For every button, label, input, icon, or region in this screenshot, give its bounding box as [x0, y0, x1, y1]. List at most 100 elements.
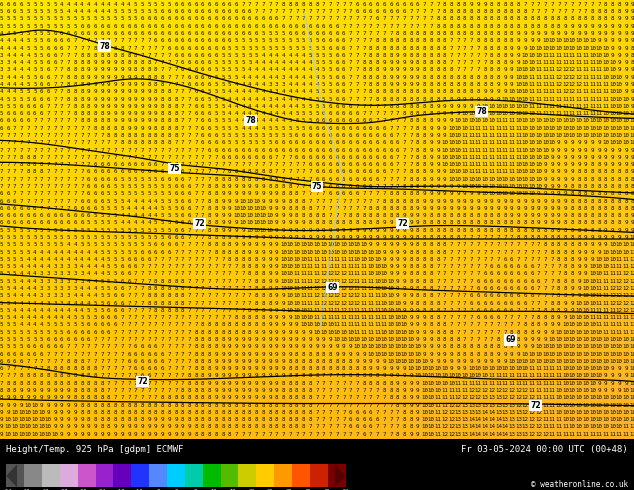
Text: 8: 8	[201, 424, 205, 429]
Text: 10: 10	[589, 373, 596, 378]
Text: 11: 11	[374, 315, 381, 320]
Text: 8: 8	[450, 82, 453, 87]
Text: 9: 9	[342, 351, 346, 357]
Text: 9: 9	[214, 395, 218, 400]
Text: 8: 8	[221, 322, 224, 327]
Text: 8: 8	[483, 38, 487, 43]
Text: 6: 6	[221, 17, 224, 22]
Text: 8: 8	[376, 381, 379, 386]
Text: 9: 9	[450, 351, 453, 357]
Text: 8: 8	[416, 249, 420, 254]
Text: 10: 10	[441, 140, 448, 146]
Text: 7: 7	[376, 432, 379, 437]
Text: 9: 9	[503, 351, 507, 357]
Text: 9: 9	[147, 417, 151, 422]
Text: 7: 7	[167, 366, 171, 371]
Text: 3: 3	[46, 286, 50, 291]
Text: 9: 9	[403, 257, 406, 262]
Text: 10: 10	[529, 147, 536, 152]
Text: 6: 6	[248, 17, 252, 22]
Text: 11: 11	[555, 111, 562, 116]
Text: 9: 9	[53, 395, 57, 400]
Text: 5: 5	[6, 97, 10, 101]
Text: 7: 7	[450, 293, 453, 298]
Text: 4: 4	[295, 97, 299, 101]
Text: 7: 7	[127, 308, 131, 313]
Text: 8: 8	[315, 220, 319, 225]
Text: 11: 11	[555, 373, 562, 378]
Text: 6: 6	[315, 133, 319, 138]
Text: 10: 10	[609, 97, 616, 101]
Text: 8: 8	[403, 89, 406, 94]
Text: 7: 7	[181, 322, 184, 327]
Text: 69: 69	[328, 283, 338, 292]
Text: 9: 9	[577, 293, 581, 298]
Text: 5: 5	[6, 24, 10, 29]
Text: 7: 7	[113, 147, 117, 152]
Text: 7: 7	[201, 184, 205, 189]
Text: 9: 9	[302, 228, 306, 233]
Text: 8: 8	[450, 2, 453, 7]
Text: 8: 8	[530, 228, 534, 233]
Text: 7: 7	[188, 315, 191, 320]
Text: 6: 6	[40, 111, 43, 116]
Text: 5: 5	[322, 46, 325, 50]
Text: 6: 6	[328, 133, 332, 138]
Text: 7: 7	[20, 170, 23, 174]
Text: 8: 8	[67, 89, 70, 94]
Text: 9: 9	[295, 337, 299, 342]
Text: 6: 6	[100, 191, 104, 196]
Text: 10: 10	[495, 104, 502, 109]
Text: 8: 8	[255, 264, 258, 269]
Text: 6: 6	[174, 228, 178, 233]
Text: 9: 9	[288, 337, 292, 342]
Text: 7: 7	[195, 235, 198, 240]
Text: 8: 8	[490, 53, 493, 58]
Text: 4: 4	[27, 271, 30, 276]
Text: 4: 4	[248, 119, 252, 123]
Text: 9: 9	[496, 206, 500, 211]
Text: 6: 6	[208, 24, 211, 29]
Text: 8: 8	[564, 242, 567, 247]
Text: 7: 7	[46, 140, 50, 146]
Text: 14: 14	[468, 424, 475, 429]
Text: 10: 10	[562, 126, 569, 131]
Text: 7: 7	[410, 147, 413, 152]
Text: 7: 7	[33, 119, 37, 123]
Text: 6: 6	[120, 300, 124, 306]
Text: 5: 5	[107, 257, 110, 262]
Text: 7: 7	[550, 9, 554, 14]
Text: 5: 5	[309, 46, 312, 50]
Text: 6: 6	[214, 24, 218, 29]
Text: 12: 12	[623, 286, 630, 291]
Text: 7: 7	[281, 162, 285, 167]
Text: 9: 9	[624, 2, 628, 7]
Text: 6: 6	[40, 89, 43, 94]
Text: 8: 8	[410, 249, 413, 254]
Text: 7: 7	[0, 381, 3, 386]
Text: 7: 7	[450, 308, 453, 313]
Text: 6: 6	[74, 206, 77, 211]
Text: 8: 8	[369, 206, 373, 211]
Text: 6: 6	[87, 198, 91, 203]
Text: 9: 9	[113, 68, 117, 73]
Text: 8: 8	[443, 337, 446, 342]
Text: 9: 9	[275, 322, 278, 327]
Text: 9: 9	[302, 330, 306, 335]
Text: 5: 5	[94, 308, 97, 313]
Text: 8: 8	[571, 257, 574, 262]
Text: 10: 10	[501, 366, 508, 371]
Text: 8: 8	[416, 286, 420, 291]
Text: 8: 8	[463, 24, 467, 29]
Text: 5: 5	[328, 97, 332, 101]
Text: 9: 9	[281, 198, 285, 203]
Text: 7: 7	[322, 395, 325, 400]
Text: 8: 8	[389, 198, 392, 203]
Text: 8: 8	[87, 402, 91, 408]
Text: 9: 9	[564, 24, 567, 29]
Text: 9: 9	[564, 162, 567, 167]
Text: 6: 6	[67, 213, 70, 218]
Text: 7: 7	[134, 337, 138, 342]
Text: 5: 5	[255, 38, 258, 43]
Text: 9: 9	[235, 351, 238, 357]
